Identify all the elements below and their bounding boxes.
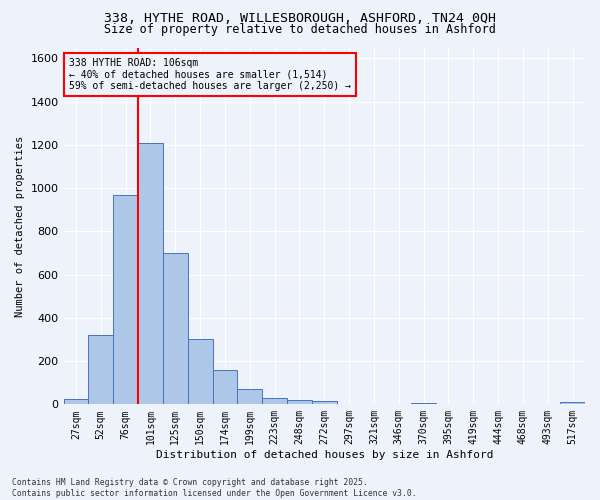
Bar bbox=[238, 389, 262, 404]
Bar bbox=[188, 340, 212, 404]
Bar bbox=[113, 194, 138, 404]
Bar bbox=[64, 399, 88, 404]
Bar bbox=[88, 335, 113, 404]
Y-axis label: Number of detached properties: Number of detached properties bbox=[15, 136, 25, 316]
Bar bbox=[138, 142, 163, 404]
X-axis label: Distribution of detached houses by size in Ashford: Distribution of detached houses by size … bbox=[155, 450, 493, 460]
Text: 338, HYTHE ROAD, WILLESBOROUGH, ASHFORD, TN24 0QH: 338, HYTHE ROAD, WILLESBOROUGH, ASHFORD,… bbox=[104, 12, 496, 26]
Bar bbox=[411, 402, 436, 404]
Bar bbox=[262, 398, 287, 404]
Bar bbox=[287, 400, 312, 404]
Bar bbox=[212, 370, 238, 404]
Text: Contains HM Land Registry data © Crown copyright and database right 2025.
Contai: Contains HM Land Registry data © Crown c… bbox=[12, 478, 416, 498]
Bar bbox=[560, 402, 585, 404]
Bar bbox=[312, 401, 337, 404]
Text: Size of property relative to detached houses in Ashford: Size of property relative to detached ho… bbox=[104, 22, 496, 36]
Text: 338 HYTHE ROAD: 106sqm
← 40% of detached houses are smaller (1,514)
59% of semi-: 338 HYTHE ROAD: 106sqm ← 40% of detached… bbox=[69, 58, 351, 92]
Bar bbox=[163, 253, 188, 404]
